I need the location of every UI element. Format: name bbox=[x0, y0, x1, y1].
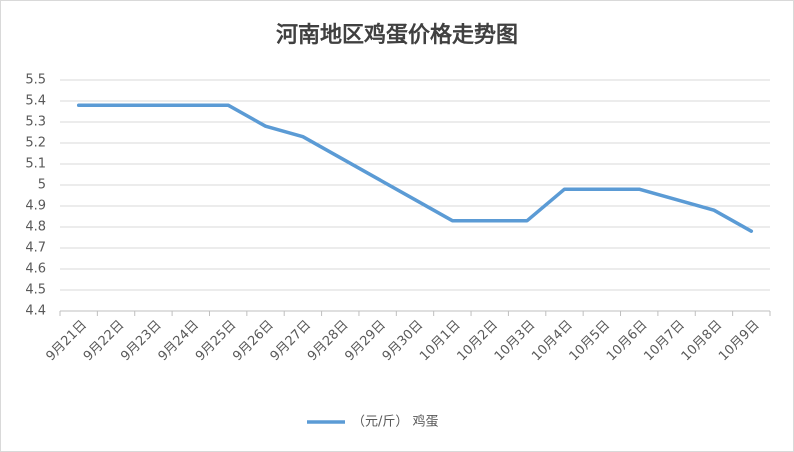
y-tick-label: 5.1 bbox=[25, 157, 46, 172]
y-tick-label: 4.8 bbox=[25, 220, 46, 235]
y-tick-label: 4.6 bbox=[25, 262, 46, 277]
chart-title: 河南地区鸡蛋价格走势图 bbox=[276, 22, 518, 48]
y-tick-label: 4.7 bbox=[25, 241, 46, 256]
y-tick-label: 5.5 bbox=[25, 73, 46, 88]
y-tick-label: 5.4 bbox=[25, 94, 46, 109]
line bbox=[76, 103, 754, 233]
y-tick-label: 4.9 bbox=[25, 199, 46, 214]
y-tick-label: 5.2 bbox=[25, 136, 46, 151]
y-tick-label: 4.5 bbox=[25, 283, 46, 298]
legend-label: （元/斤） 鸡蛋 bbox=[352, 414, 439, 430]
y-tick-label: 5 bbox=[38, 178, 46, 193]
y-tick-label: 5.3 bbox=[25, 115, 46, 130]
y-tick-label: 4.4 bbox=[25, 304, 46, 319]
